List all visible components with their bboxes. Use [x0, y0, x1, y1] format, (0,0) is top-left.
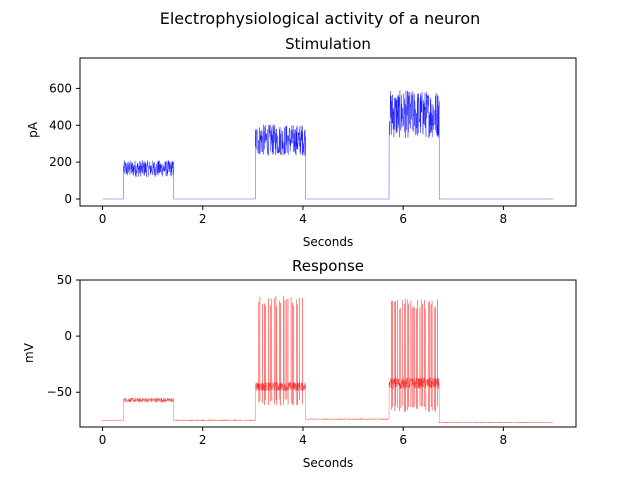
- stimulation-plot-area: 0 2 4 6 8 0 200 400 600: [49, 57, 577, 226]
- x-tick-label: 6: [399, 433, 407, 447]
- x-tick-label: 6: [399, 212, 407, 226]
- x-tick-label: 2: [199, 433, 207, 447]
- y-tick-label: 0: [64, 192, 72, 206]
- x-tick-label: 0: [99, 212, 107, 226]
- x-tick-label: 8: [500, 212, 508, 226]
- x-tick-label: 4: [299, 433, 307, 447]
- x-tick-label: 8: [500, 433, 508, 447]
- response-ylabel: mV: [22, 342, 36, 363]
- stimulation-title: Stimulation: [285, 35, 371, 53]
- stimulation-panel: Stimulation 0 2 4 6 8 0 200 400 600 Seconds pA: [26, 35, 577, 249]
- stimulation-xlabel: Seconds: [303, 235, 353, 249]
- figure-suptitle: Electrophysiological activity of a neuro…: [160, 9, 481, 28]
- x-tick-label: 2: [199, 212, 207, 226]
- trace-line-0: [102, 90, 554, 200]
- x-tick-label: 0: [99, 433, 107, 447]
- y-tick-label: 0: [64, 329, 72, 343]
- response-title: Response: [292, 257, 364, 275]
- x-tick-label: 4: [299, 212, 307, 226]
- y-tick-label: −50: [47, 385, 72, 399]
- y-tick-label: 50: [57, 273, 72, 287]
- axes-frame: [79, 57, 577, 207]
- response-plot-area: 0 2 4 6 8 −50 0 50: [47, 273, 577, 447]
- response-xlabel: Seconds: [303, 456, 353, 470]
- axes-frame: [79, 279, 577, 428]
- response-panel: Response 0 2 4 6 8 −50 0 50 Seconds mV: [22, 257, 577, 470]
- stimulation-ylabel: pA: [26, 121, 40, 138]
- y-tick-label: 200: [49, 155, 72, 169]
- y-tick-label: 400: [49, 118, 72, 132]
- trace-line-0: [102, 296, 554, 424]
- y-tick-label: 600: [49, 81, 72, 95]
